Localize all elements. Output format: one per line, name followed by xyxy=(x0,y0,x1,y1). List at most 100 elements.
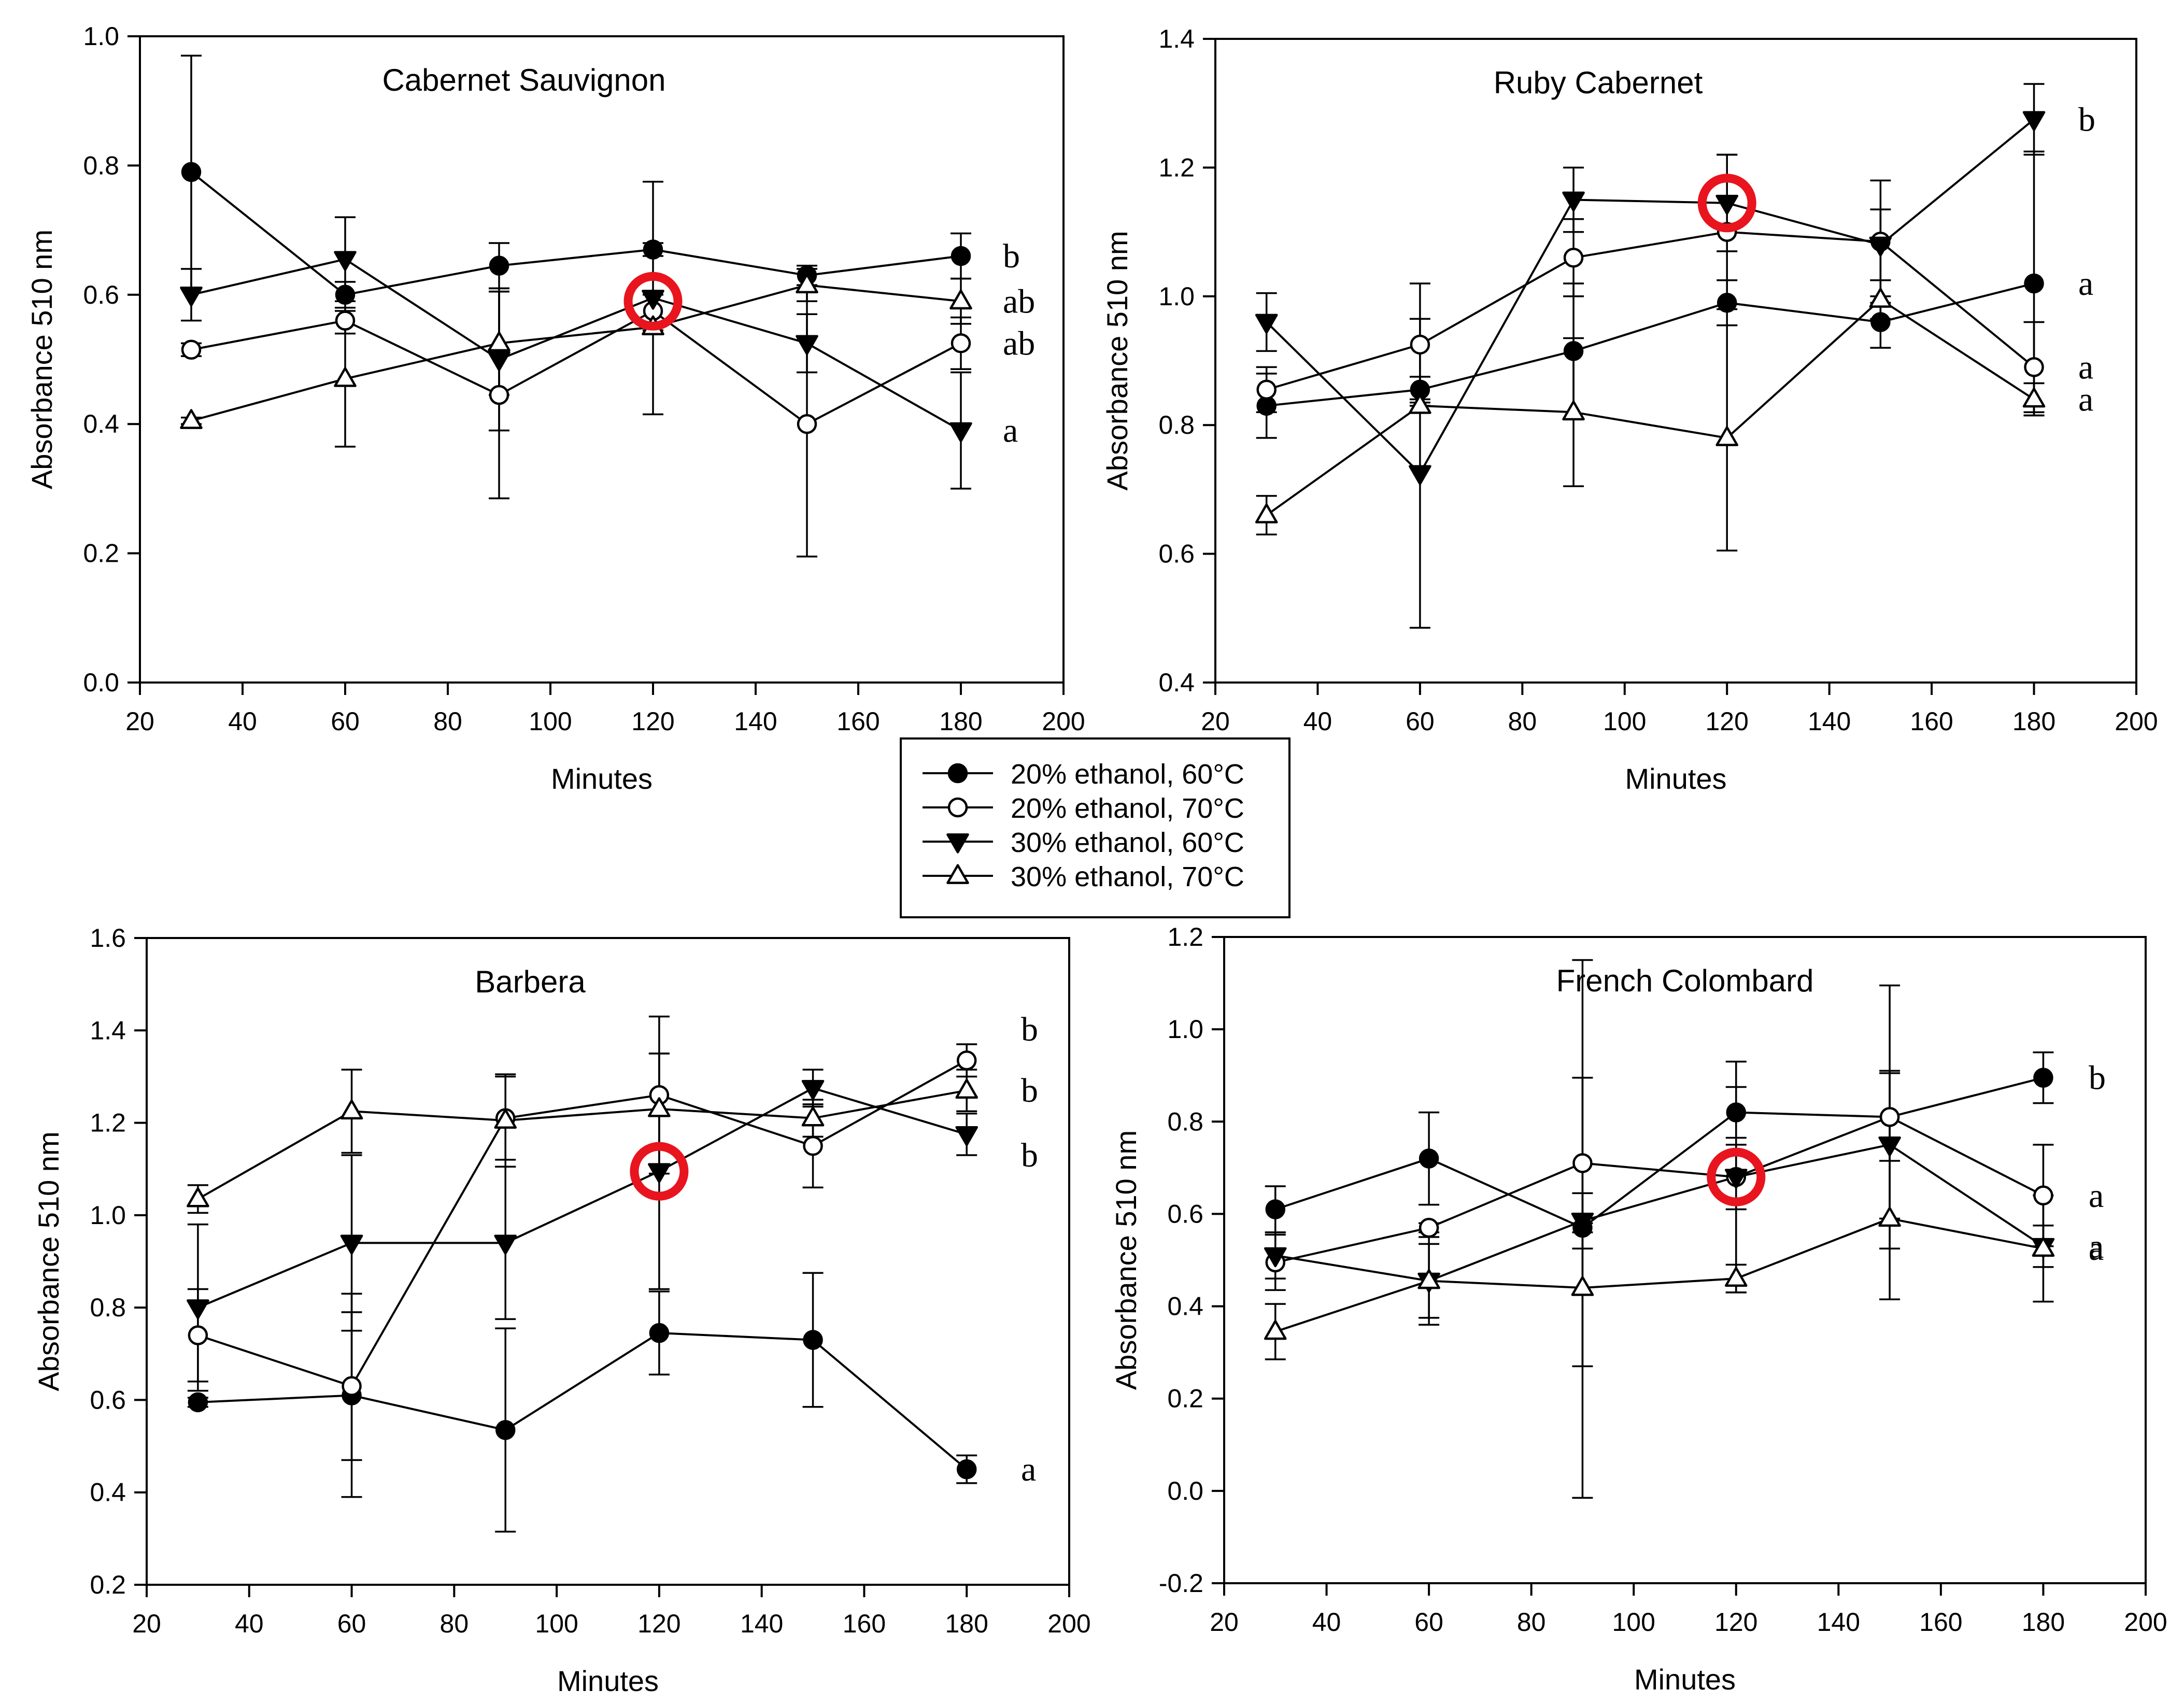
data-point xyxy=(488,331,510,352)
data-point xyxy=(187,1299,209,1319)
error-bars-30-ethanol-70-c xyxy=(187,1053,977,1214)
series-line-30-ethanol-60-c xyxy=(1275,1143,2044,1282)
significance-letter: a xyxy=(1021,1451,1036,1488)
data-point xyxy=(956,1050,977,1071)
data-point xyxy=(340,1099,363,1120)
data-point xyxy=(648,1163,671,1183)
data-point xyxy=(1878,1136,1901,1157)
y-tick-label: 0.2 xyxy=(83,539,119,568)
series-line-20-ethanol-70-c xyxy=(197,1059,968,1388)
data-point xyxy=(494,1109,517,1129)
error-bars-20-ethanol-70-c xyxy=(1265,959,2054,1368)
y-tick-label: 0.4 xyxy=(90,1478,126,1507)
data-point xyxy=(2022,387,2046,408)
data-point xyxy=(1562,400,1585,421)
legend: 20% ethanol, 60°C20% ethanol, 70°C30% et… xyxy=(900,737,1290,918)
y-tick-label: 0.2 xyxy=(1167,1384,1203,1413)
data-point xyxy=(488,351,510,372)
data-point xyxy=(1571,1212,1594,1233)
data-point xyxy=(1409,465,1431,485)
data-point xyxy=(2033,1185,2053,1206)
legend-marker xyxy=(946,864,969,884)
error-bars-30-ethanol-70-c xyxy=(1256,279,2045,552)
x-tick-label: 180 xyxy=(2022,1608,2065,1637)
significance-letter: a xyxy=(2089,1228,2104,1266)
y-tick-label: 1.2 xyxy=(90,1109,126,1138)
data-point xyxy=(955,1126,978,1146)
y-tick-label: 1.2 xyxy=(1167,922,1203,951)
data-point xyxy=(2022,111,2046,131)
x-tick-label: 20 xyxy=(125,707,154,736)
x-tick-label: 120 xyxy=(637,1609,680,1638)
legend-marker xyxy=(947,797,968,818)
data-point xyxy=(949,289,972,310)
data-point xyxy=(2024,273,2044,294)
data-point xyxy=(1410,334,1430,355)
x-tick-label: 20 xyxy=(1210,1608,1239,1637)
significance-letter: b xyxy=(1021,1136,1038,1174)
data-point xyxy=(489,385,509,405)
x-tick-label: 140 xyxy=(740,1609,783,1638)
x-tick-label: 180 xyxy=(945,1609,988,1638)
series-line-20-ethanol-60-c xyxy=(197,1332,968,1470)
error-bars-20-ethanol-60-c xyxy=(1265,1051,2054,1233)
legend-entry-30-ethanol-60-c: 30% ethanol, 60°C xyxy=(923,827,1244,858)
data-point xyxy=(801,1106,825,1127)
data-point xyxy=(1255,314,1278,334)
data-point xyxy=(1717,292,1737,313)
panel-cabernet-sauvignon: 20 40 60 80 100 120 140 160 180 200 0.0 0.2 0.4 0.6 0.… xyxy=(25,22,1085,795)
x-tick-label: 40 xyxy=(235,1609,264,1638)
y-tick-label: 1.6 xyxy=(90,923,126,953)
x-tick-label: 200 xyxy=(1047,1609,1090,1638)
x-tick-label: 60 xyxy=(331,707,360,736)
x-axis-label: Minutes xyxy=(1634,1663,1736,1696)
markers-20-ethanol-70-c xyxy=(181,301,971,434)
data-point xyxy=(340,1234,363,1255)
data-point xyxy=(188,1392,208,1413)
x-tick-label: 160 xyxy=(843,1609,886,1638)
y-axis-label: Absorbance 510 nm xyxy=(1101,231,1133,490)
y-tick-label: 1.2 xyxy=(1158,153,1195,182)
chart-title: Barbera xyxy=(475,964,586,999)
data-point xyxy=(803,1330,823,1350)
series-line-20-ethanol-70-c xyxy=(1266,231,2035,391)
y-axis-label: Absorbance 510 nm xyxy=(25,230,58,489)
data-point xyxy=(335,285,356,305)
data-point xyxy=(1255,503,1278,523)
data-point xyxy=(2024,357,2044,377)
x-axis-label: Minutes xyxy=(551,762,653,795)
y-tick-label: 0.6 xyxy=(1158,539,1195,569)
significance-letter: a xyxy=(2078,348,2093,386)
x-tick-label: 140 xyxy=(1808,707,1851,736)
data-point xyxy=(951,246,971,266)
markers-30-ethanol-60-c xyxy=(1255,111,2046,485)
markers-30-ethanol-70-c xyxy=(1255,288,2046,523)
data-point xyxy=(1419,1148,1439,1169)
data-point xyxy=(494,1234,517,1255)
x-tick-label: 120 xyxy=(631,707,674,736)
legend-entry-20-ethanol-60-c: 20% ethanol, 60°C xyxy=(923,759,1244,790)
error-bars-30-ethanol-60-c xyxy=(1265,1070,2054,1319)
data-point xyxy=(181,162,202,182)
x-tick-label: 140 xyxy=(734,707,777,736)
error-bars-30-ethanol-60-c xyxy=(1256,83,2045,629)
x-tick-label: 200 xyxy=(1042,707,1085,736)
data-point xyxy=(1870,312,1891,332)
significance-letter: a xyxy=(2089,1230,2104,1268)
y-tick-label: 1.4 xyxy=(1158,24,1195,53)
data-point xyxy=(1419,1217,1439,1238)
data-point xyxy=(1571,1276,1594,1296)
significance-letter: b xyxy=(1021,1072,1038,1110)
markers-20-ethanol-60-c xyxy=(1265,1068,2053,1238)
panel-french-colombard: 20 40 60 80 100 120 140 160 180 200 -0.2 0.0 0.2 0.4 0… xyxy=(1110,922,2167,1696)
data-point xyxy=(955,1078,978,1099)
highlight-circle xyxy=(1707,1147,1766,1206)
chart-title: Cabernet Sauvignon xyxy=(382,63,665,97)
y-tick-label: -0.2 xyxy=(1159,1569,1203,1598)
x-tick-label: 200 xyxy=(2124,1608,2167,1637)
y-tick-label: 0.8 xyxy=(1158,410,1195,439)
data-point xyxy=(1869,288,1892,308)
plot-frame xyxy=(1223,936,2147,1584)
x-tick-label: 120 xyxy=(1706,707,1749,736)
markers-30-ethanol-60-c xyxy=(180,251,972,443)
